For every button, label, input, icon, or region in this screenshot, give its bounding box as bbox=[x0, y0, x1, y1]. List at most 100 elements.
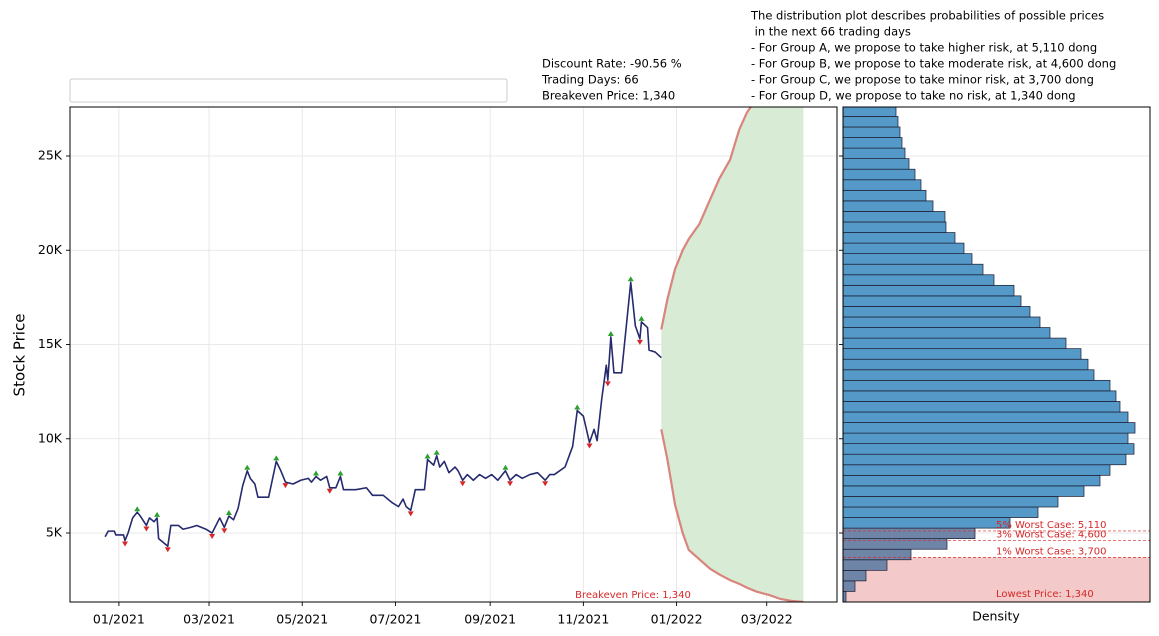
peak-marker bbox=[638, 315, 645, 321]
peak-marker bbox=[134, 506, 141, 512]
description-text: - For Group B, we propose to take modera… bbox=[751, 57, 1116, 71]
hist-bar bbox=[843, 189, 927, 202]
hist-bar bbox=[843, 496, 1059, 508]
description-text: - For Group A, we propose to take higher… bbox=[751, 41, 1097, 55]
x-tick-label: 07/2021 bbox=[369, 612, 421, 627]
lowest-label: Lowest Price: 1,340 bbox=[996, 589, 1094, 600]
main-frame bbox=[69, 106, 838, 603]
hist-bar bbox=[843, 485, 1085, 497]
x-tick-label: 05/2021 bbox=[276, 612, 328, 627]
overlay: 5K 10K 15K 20K 25K 01/2021 03/2021 05/2021 07/20… bbox=[38, 9, 1116, 627]
x-tick-label: 09/2021 bbox=[464, 612, 516, 627]
y-tick-label: 20K bbox=[38, 242, 63, 257]
peak-marker bbox=[273, 455, 280, 461]
legend-box bbox=[69, 78, 508, 103]
trough-marker bbox=[507, 481, 514, 487]
trough-marker bbox=[164, 547, 171, 553]
hist-bar bbox=[843, 369, 1095, 381]
trough-marker bbox=[326, 488, 333, 494]
hist-frame bbox=[842, 106, 1151, 603]
hist-bar bbox=[843, 569, 867, 582]
hist-bar bbox=[843, 379, 1111, 392]
x-tick-label: 11/2021 bbox=[557, 612, 609, 627]
description-text: in the next 66 trading days bbox=[751, 25, 911, 39]
hist-bar bbox=[843, 474, 1101, 487]
x-tick-label: 01/2021 bbox=[93, 612, 145, 627]
peak-marker bbox=[337, 470, 344, 476]
hist-bar bbox=[843, 422, 1136, 434]
hist-bar bbox=[843, 432, 1129, 445]
hist-bar bbox=[843, 401, 1121, 413]
hist-bar bbox=[843, 274, 995, 286]
hist-bar bbox=[843, 337, 1067, 350]
hist-bar bbox=[843, 168, 916, 181]
x-tick-label: 03/2022 bbox=[741, 612, 793, 627]
hist-bar bbox=[843, 221, 947, 233]
x-tick-label: 01/2022 bbox=[651, 612, 703, 627]
hist-bar bbox=[843, 107, 897, 117]
hist-bar bbox=[843, 306, 1031, 318]
y-tick-label: 5K bbox=[46, 525, 63, 540]
hist-bar bbox=[843, 242, 965, 255]
worst-case-label: 5% Worst Case: 5,110 bbox=[996, 520, 1107, 531]
peak-marker bbox=[627, 276, 634, 282]
trough-marker bbox=[459, 481, 466, 487]
peak-marker bbox=[607, 330, 614, 336]
trough-marker bbox=[282, 483, 289, 489]
peak-marker bbox=[424, 453, 431, 459]
worst-case-line bbox=[660, 429, 804, 602]
description-text: The distribution plot describes probabil… bbox=[750, 9, 1104, 23]
peak-marker bbox=[502, 464, 509, 470]
hist-bar bbox=[843, 200, 934, 212]
info-text: Discount Rate: -90.56 % bbox=[542, 57, 682, 71]
peak-marker bbox=[154, 511, 161, 517]
hist-bar bbox=[843, 559, 888, 571]
y-axis-label: Stock Price bbox=[11, 314, 29, 397]
hist-bar bbox=[843, 548, 912, 561]
info-text: Breakeven Price: 1,340 bbox=[542, 89, 675, 103]
hist-bar bbox=[843, 348, 1082, 360]
y-tick-label: 15K bbox=[38, 336, 63, 351]
trough-marker bbox=[122, 541, 129, 547]
peak-marker bbox=[312, 470, 319, 476]
hist-bar bbox=[843, 116, 899, 128]
peak-marker bbox=[225, 510, 232, 516]
hist-bar bbox=[843, 327, 1051, 339]
trough-marker bbox=[604, 381, 611, 387]
hist-bar bbox=[843, 253, 973, 265]
y-tick-label: 25K bbox=[38, 148, 63, 163]
plot-area bbox=[70, 107, 837, 602]
description-text: - For Group C, we propose to take minor … bbox=[751, 73, 1094, 87]
hist-bar bbox=[843, 358, 1089, 371]
hist-bar bbox=[843, 464, 1111, 476]
hist-bar bbox=[843, 158, 910, 170]
trough-marker bbox=[542, 481, 549, 487]
hist-bar bbox=[843, 147, 906, 159]
hist-bar bbox=[843, 126, 901, 138]
hist-bar bbox=[843, 263, 984, 276]
peak-marker bbox=[244, 464, 251, 470]
hist-bar bbox=[843, 390, 1117, 402]
worst-case-label: 3% Worst Case: 4,600 bbox=[996, 530, 1107, 541]
trough-marker bbox=[636, 339, 643, 345]
hist-bar bbox=[843, 453, 1127, 466]
trough-marker bbox=[407, 511, 414, 517]
trough-marker bbox=[143, 526, 150, 532]
x-axis-label: Density bbox=[972, 609, 1020, 624]
hist-bar bbox=[843, 443, 1135, 455]
hist-bar bbox=[843, 179, 922, 191]
hist-bar bbox=[843, 411, 1129, 423]
trough-marker bbox=[209, 534, 216, 540]
hist-bar bbox=[843, 517, 1011, 529]
peak-marker bbox=[433, 449, 440, 455]
hist-bar bbox=[843, 211, 946, 223]
trough-marker bbox=[221, 528, 228, 534]
peak-marker bbox=[574, 404, 581, 410]
hist-area bbox=[843, 107, 1150, 602]
hist-bar bbox=[843, 506, 1039, 518]
worst-case-label: 1% Worst Case: 3,700 bbox=[996, 547, 1107, 558]
risk-shade bbox=[843, 557, 1150, 602]
best-case-line bbox=[660, 107, 753, 330]
price-line bbox=[104, 281, 662, 547]
